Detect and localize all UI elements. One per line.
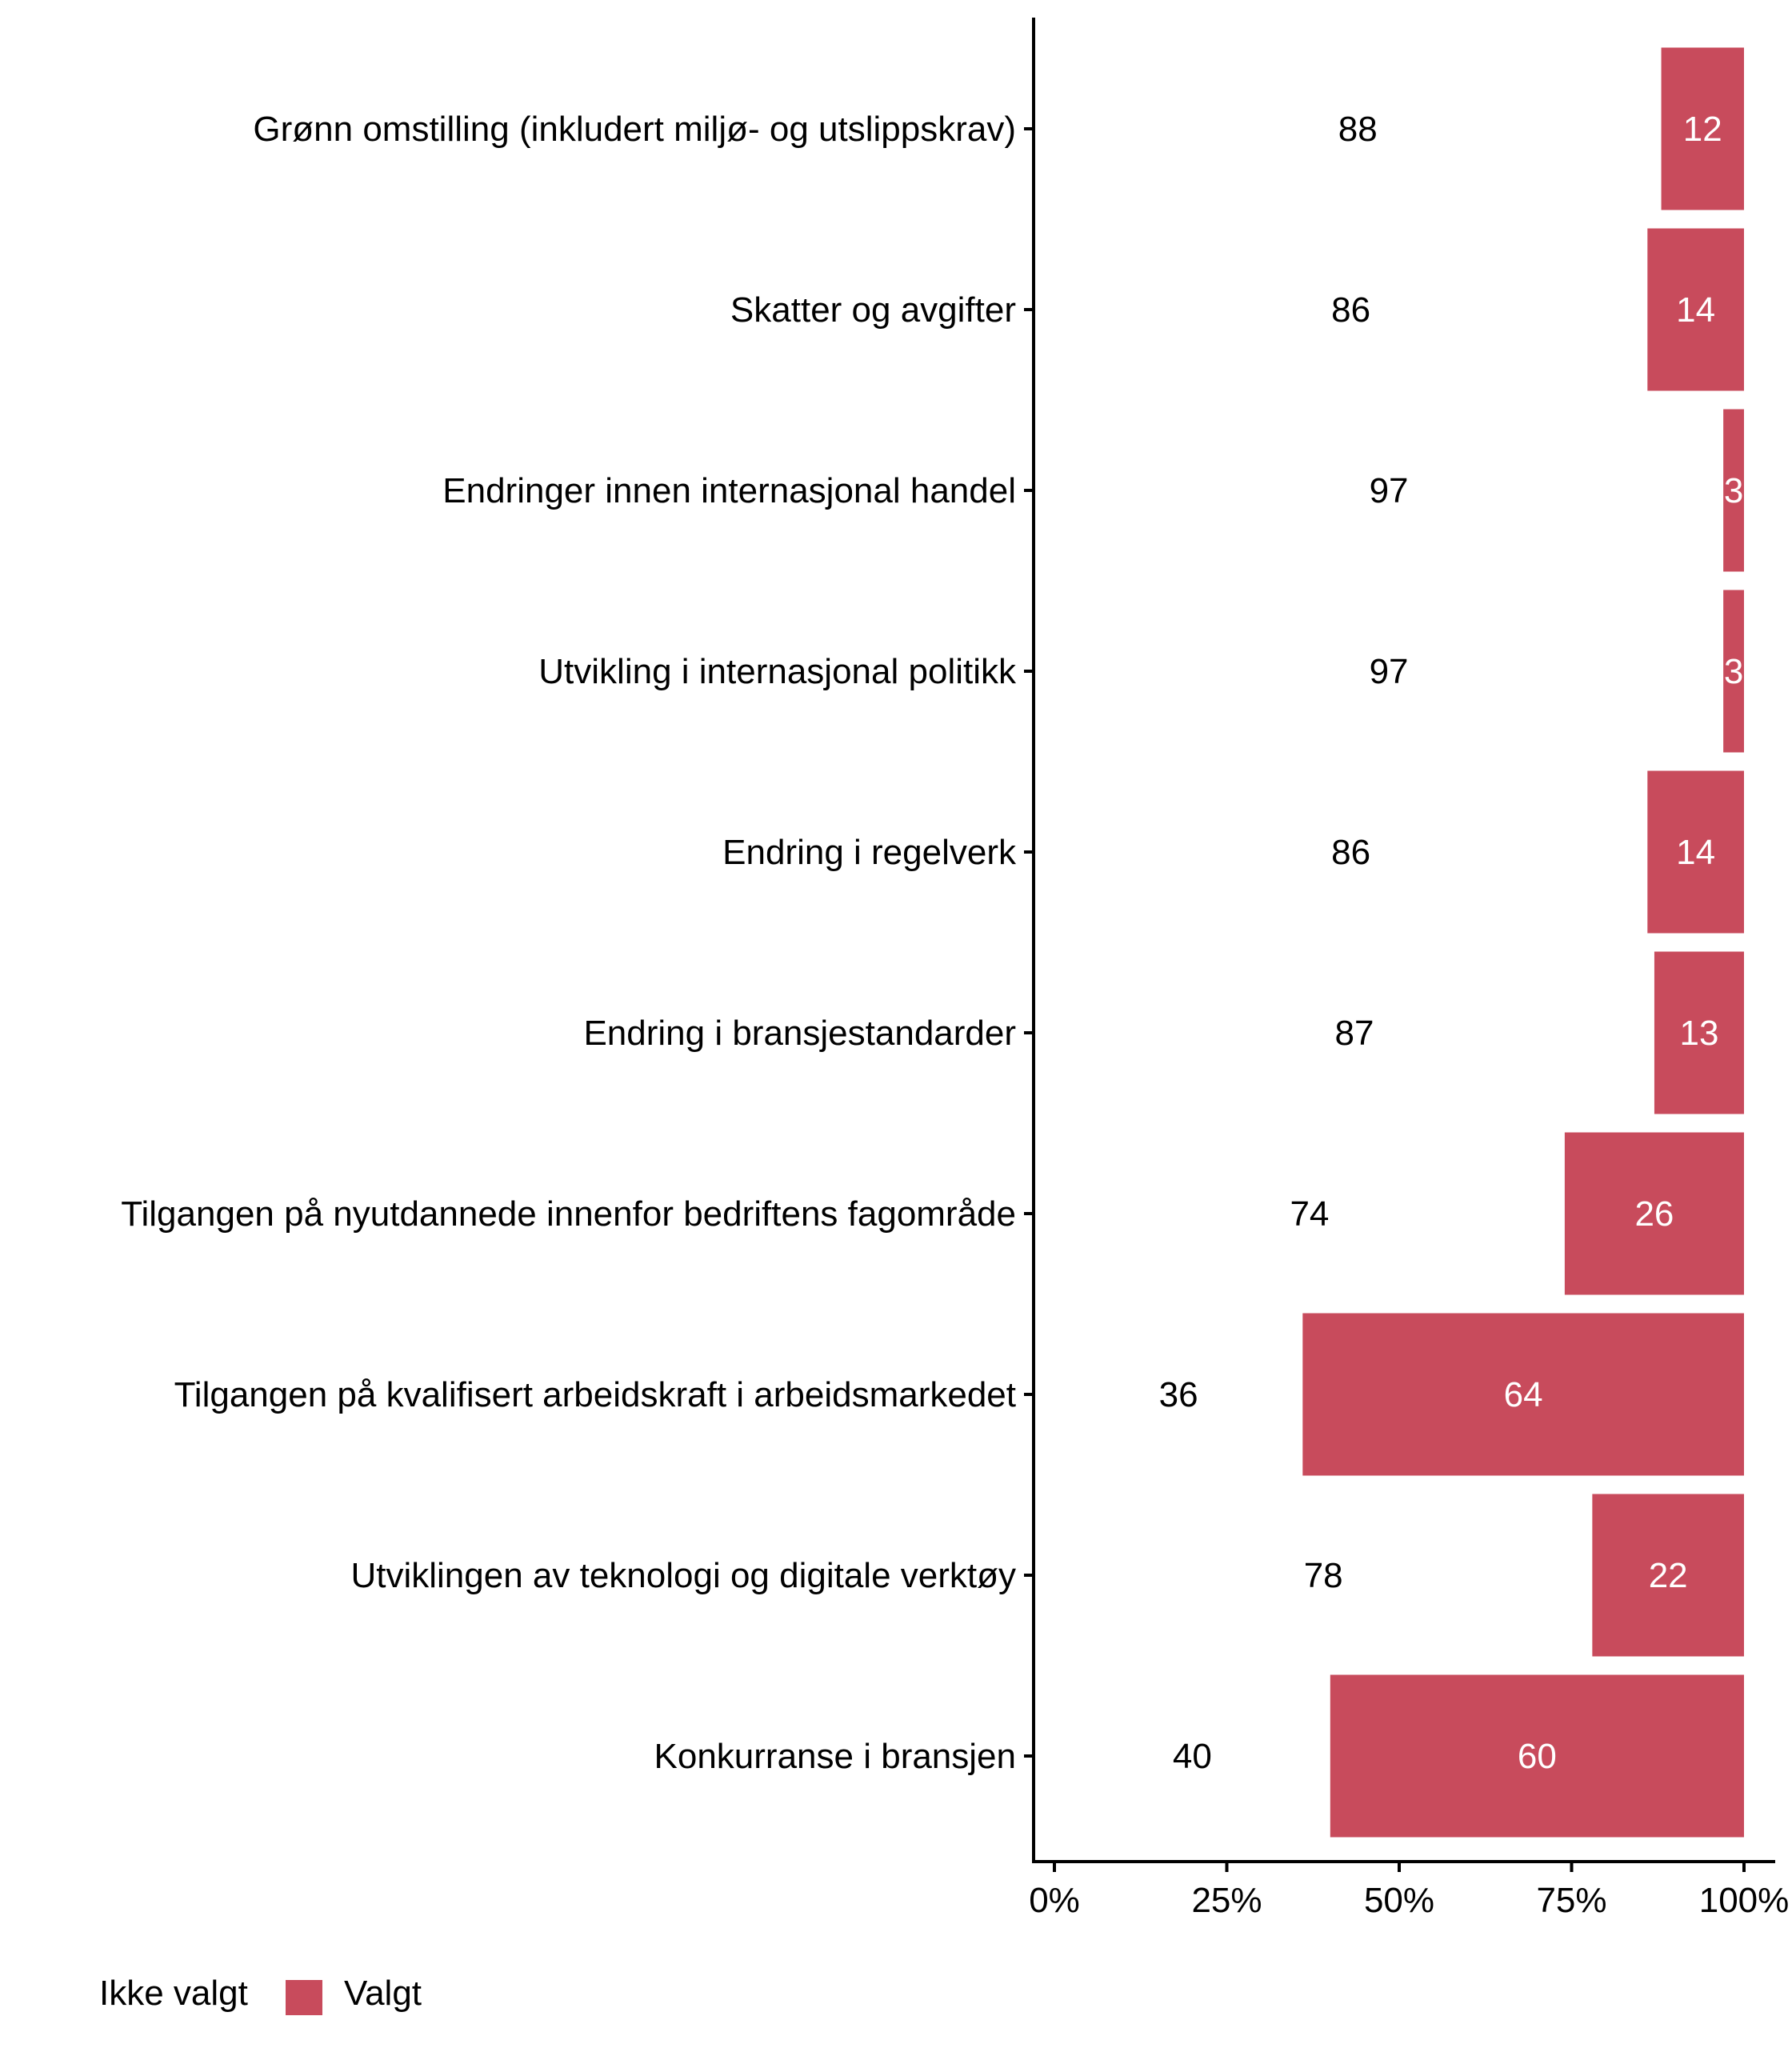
bar-ikke-valgt xyxy=(1054,1313,1303,1476)
bar-ikke-valgt xyxy=(1054,409,1724,572)
value-label-ikke-valgt: 97 xyxy=(1370,471,1409,510)
value-label-valgt: 3 xyxy=(1724,471,1743,510)
value-label-valgt: 14 xyxy=(1676,833,1715,872)
bar-valgt xyxy=(1330,1674,1744,1838)
bar-valgt xyxy=(1647,770,1744,934)
legend-label-ikke-valgt: Ikke valgt xyxy=(99,1974,248,2013)
bar-valgt xyxy=(1661,47,1744,210)
bar-ikke-valgt xyxy=(1054,1674,1330,1838)
value-label-valgt: 14 xyxy=(1676,290,1715,330)
value-label-valgt: 22 xyxy=(1649,1556,1688,1595)
category-label: Tilgangen på kvalifisert arbeidskraft i … xyxy=(174,1375,1016,1414)
value-label-ikke-valgt: 86 xyxy=(1331,290,1370,330)
category-label: Endringer innen internasjonal handel xyxy=(442,471,1016,510)
bar-valgt xyxy=(1723,409,1744,572)
category-label: Endring i bransjestandarder xyxy=(583,1014,1016,1053)
category-label: Utvikling i internasjonal politikk xyxy=(538,652,1017,691)
x-tick-label: 0% xyxy=(1029,1881,1080,1920)
x-tick-label: 100% xyxy=(1699,1881,1790,1920)
bar-ikke-valgt xyxy=(1054,228,1648,391)
value-label-ikke-valgt: 86 xyxy=(1331,833,1370,872)
bar-valgt xyxy=(1564,1132,1744,1295)
value-label-ikke-valgt: 74 xyxy=(1290,1194,1329,1234)
x-axis-ticks xyxy=(1053,1862,1746,1872)
x-axis-tick-labels: 0% 25% 50% 75% 100% xyxy=(1029,1881,1789,1920)
value-label-valgt: 3 xyxy=(1724,652,1743,691)
bar-valgt xyxy=(1723,590,1744,753)
bar-ikke-valgt xyxy=(1054,1494,1593,1657)
category-label: Grønn omstilling (inkludert miljø- og ut… xyxy=(253,110,1016,149)
bar-ikke-valgt xyxy=(1054,47,1662,210)
value-label-valgt: 64 xyxy=(1504,1375,1543,1414)
bars xyxy=(1054,47,1744,1838)
value-label-ikke-valgt: 36 xyxy=(1159,1375,1198,1414)
x-tick-label: 75% xyxy=(1536,1881,1606,1920)
legend-swatch-valgt xyxy=(286,1980,322,2015)
value-label-valgt: 12 xyxy=(1683,110,1722,149)
value-label-ikke-valgt: 97 xyxy=(1370,652,1409,691)
bar-valgt xyxy=(1592,1494,1744,1657)
legend-label-valgt: Valgt xyxy=(344,1974,422,2013)
value-label-ikke-valgt: 78 xyxy=(1304,1556,1343,1595)
category-label: Endring i regelverk xyxy=(722,833,1017,872)
category-labels: Grønn omstilling (inkludert miljø- og ut… xyxy=(121,110,1017,1776)
value-label-ikke-valgt: 40 xyxy=(1173,1737,1212,1776)
value-label-ikke-valgt: 88 xyxy=(1338,110,1378,149)
value-label-valgt: 60 xyxy=(1518,1737,1557,1776)
x-tick-label: 50% xyxy=(1364,1881,1434,1920)
bar-valgt xyxy=(1302,1313,1744,1476)
value-labels: 88 12 86 14 97 3 97 3 86 14 87 13 74 26 36 64 78 22 40 60 xyxy=(1159,110,1744,1776)
bar-ikke-valgt xyxy=(1054,1132,1565,1295)
value-label-ikke-valgt: 87 xyxy=(1334,1014,1374,1053)
category-label: Utviklingen av teknologi og digitale ver… xyxy=(350,1556,1016,1595)
x-tick-label: 25% xyxy=(1191,1881,1262,1920)
value-label-valgt: 26 xyxy=(1634,1194,1674,1234)
bar-ikke-valgt xyxy=(1054,770,1648,934)
bar-ikke-valgt xyxy=(1054,951,1654,1114)
legend: Ikke valgt Valgt xyxy=(99,1974,422,2015)
bar-valgt xyxy=(1654,951,1744,1114)
category-label: Skatter og avgifter xyxy=(730,290,1016,330)
bar-valgt xyxy=(1647,228,1744,391)
bar-ikke-valgt xyxy=(1054,590,1724,753)
value-label-valgt: 13 xyxy=(1679,1014,1718,1053)
category-label: Konkurranse i bransjen xyxy=(654,1737,1016,1776)
category-label: Tilgangen på nyutdannede innenfor bedrif… xyxy=(121,1194,1016,1234)
